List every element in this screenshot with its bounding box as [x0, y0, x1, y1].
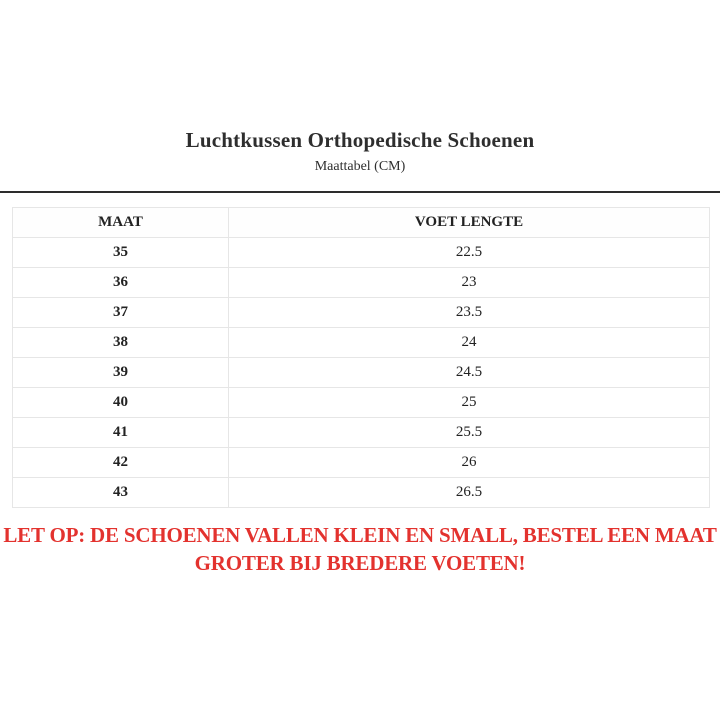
table-row: 40 25 [12, 387, 710, 419]
table-row: 36 23 [12, 267, 710, 299]
cell-voet-lengte: 22.5 [228, 237, 710, 269]
table-row: 41 25.5 [12, 417, 710, 449]
cell-voet-lengte: 26 [228, 447, 710, 479]
table-row: 38 24 [12, 327, 710, 359]
size-table-body: 35 22.5 36 23 37 23.5 38 24 39 24.5 40 25 41 25.5 42 26… [12, 237, 710, 509]
warning-text: LET OP: DE SCHOENEN VALLEN KLEIN EN SMAL… [0, 521, 720, 577]
page-subtitle: Maattabel (CM) [314, 159, 406, 175]
cell-voet-lengte: 23 [228, 267, 710, 299]
cell-maat: 39 [12, 357, 229, 389]
table-row: 43 26.5 [12, 477, 710, 509]
cell-maat: 42 [12, 447, 229, 479]
cell-voet-lengte: 23.5 [228, 297, 710, 329]
cell-maat: 41 [12, 417, 229, 449]
cell-voet-lengte: 24 [228, 327, 710, 359]
warning-line-1: LET OP: DE SCHOENEN VALLEN KLEIN EN SMAL… [3, 523, 717, 548]
page-title: Luchtkussen Orthopedische Schoenen [185, 128, 535, 152]
table-row: 35 22.5 [12, 237, 710, 269]
column-header-voet-lengte: VOET LENGTE [228, 207, 710, 239]
cell-maat: 38 [12, 327, 229, 359]
table-row: 42 26 [12, 447, 710, 479]
cell-voet-lengte: 25.5 [228, 417, 710, 449]
cell-maat: 43 [12, 477, 229, 509]
table-row: 39 24.5 [12, 357, 710, 389]
table-header-row: MAAT VOET LENGTE [12, 207, 710, 239]
cell-maat: 40 [12, 387, 229, 419]
warning-line-2: GROTER BIJ BREDERE VOETEN! [194, 551, 526, 576]
table-row: 37 23.5 [12, 297, 710, 329]
horizontal-divider [0, 191, 720, 194]
cell-voet-lengte: 26.5 [228, 477, 710, 509]
cell-voet-lengte: 24.5 [228, 357, 710, 389]
cell-maat: 36 [12, 267, 229, 299]
cell-voet-lengte: 25 [228, 387, 710, 419]
size-table: MAAT VOET LENGTE 35 22.5 36 23 37 23.5 38 24 39 2… [12, 207, 710, 509]
cell-maat: 35 [12, 237, 229, 269]
cell-maat: 37 [12, 297, 229, 329]
column-header-maat: MAAT [12, 207, 229, 239]
